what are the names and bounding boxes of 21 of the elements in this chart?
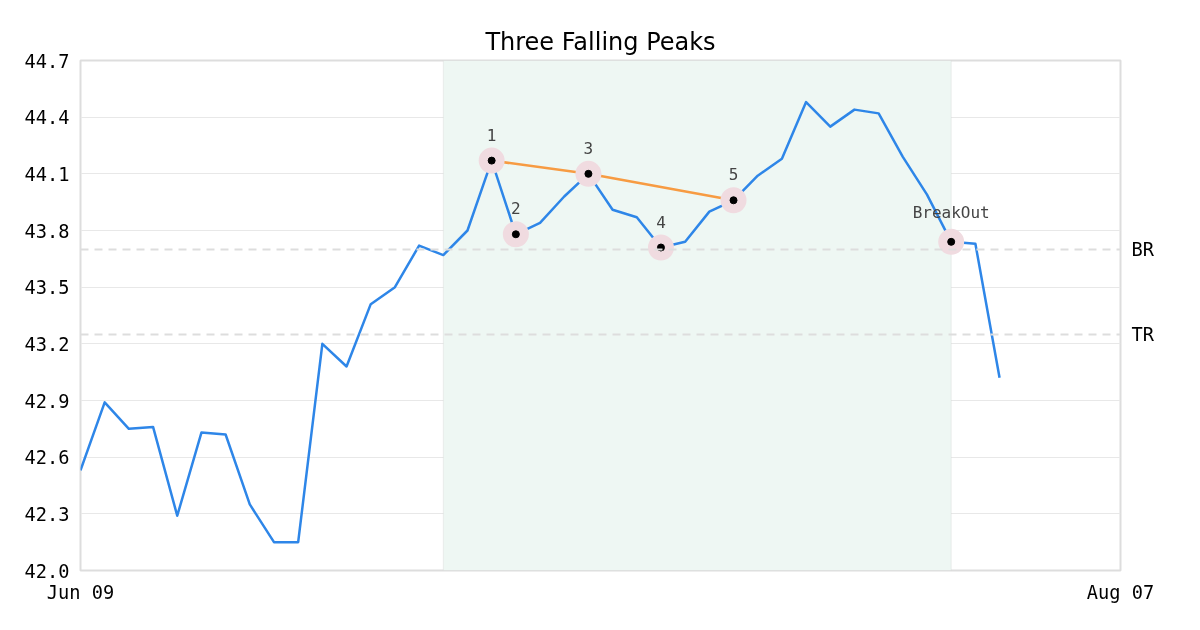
- y-tick-label: 44.1: [24, 163, 70, 185]
- annotation: 2: [511, 199, 521, 219]
- y-tick-label: 42.3: [24, 503, 70, 525]
- y-tick-label: 42.6: [24, 447, 70, 469]
- y-tick-label: 42.0: [24, 560, 70, 582]
- y-tick-label: 44.7: [24, 50, 70, 72]
- y-tick-label: 43.5: [24, 277, 70, 299]
- x-tick-label: Aug 07: [1086, 581, 1155, 603]
- annotation: 4: [656, 212, 666, 232]
- x-tick-label: Jun 09: [46, 581, 115, 603]
- y-tick-label: 43.8: [24, 220, 70, 242]
- annotation: 1: [486, 125, 497, 145]
- y-tick-label: 42.9: [24, 390, 70, 412]
- line-series: [80, 100, 1001, 544]
- ref-line-label: TR: [1131, 323, 1155, 345]
- chart-title: Three Falling Peaks: [484, 27, 716, 56]
- y-tick-label: 43.2: [24, 333, 70, 355]
- ref-line-label: BR: [1131, 238, 1155, 260]
- annotation: 5: [728, 165, 739, 185]
- annotation: 3: [583, 138, 594, 158]
- y-tick-label: 44.4: [24, 107, 70, 129]
